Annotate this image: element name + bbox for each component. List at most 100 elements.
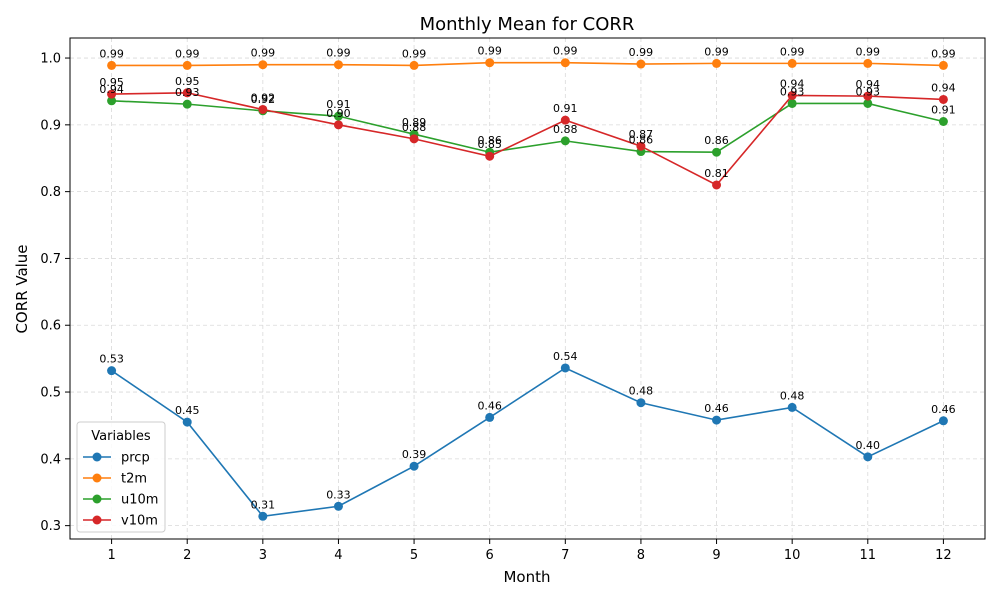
- data-point-u10m: [938, 117, 948, 126]
- series-line-t2m: [111, 61, 944, 67]
- data-point-t2m: [333, 60, 343, 70]
- plot-area-frame: [69, 37, 986, 540]
- x-tick-label: 4: [334, 548, 342, 563]
- data-point-t2m: [107, 60, 117, 70]
- data-label-t2m: 0.99: [553, 45, 578, 58]
- data-label-u10m: 0.86: [629, 134, 654, 147]
- x-tick-label: 6: [486, 548, 494, 563]
- data-point-v10m: [712, 180, 722, 190]
- data-point-v10m: [485, 151, 495, 161]
- data-point-u10m: [333, 111, 343, 121]
- series-line-prcp: [111, 367, 944, 518]
- data-point-u10m: [712, 147, 722, 157]
- data-label-t2m: 0.99: [477, 45, 502, 58]
- x-axis-label: Month: [503, 568, 550, 586]
- data-point-v10m: [107, 89, 117, 99]
- series-group: [107, 58, 948, 521]
- data-label-v10m: 0.90: [326, 107, 351, 120]
- data-point-t2m: [712, 58, 722, 68]
- data-label-v10m: 0.87: [629, 128, 654, 141]
- legend-entry-u10m: u10m: [121, 493, 158, 508]
- data-point-prcp: [636, 398, 646, 408]
- legend-title: Variables: [91, 429, 151, 444]
- y-tick-label: 0.3: [40, 519, 61, 534]
- data-point-t2m: [863, 58, 873, 68]
- data-point-v10m: [258, 104, 268, 114]
- data-label-prcp: 0.31: [251, 498, 276, 511]
- legend-swatch-marker: [92, 473, 102, 483]
- axes: 1 2 3 4 5 6 7 8 9 10 11 120.30.40.50.60.70.80.91.0: [40, 52, 951, 563]
- data-point-prcp: [787, 402, 797, 412]
- data-point-prcp: [182, 417, 192, 427]
- legend-swatch-marker: [92, 452, 102, 462]
- data-label-u10m: 0.94: [99, 83, 124, 96]
- data-label-u10m: 0.91: [931, 104, 956, 117]
- x-tick-label: 2: [183, 548, 191, 563]
- data-point-v10m: [333, 120, 343, 130]
- data-label-u10m: 0.92: [251, 93, 276, 106]
- data-point-t2m: [258, 60, 268, 70]
- data-point-v10m: [787, 90, 797, 100]
- data-label-t2m: 0.99: [326, 47, 351, 60]
- data-point-prcp: [107, 366, 117, 376]
- data-label-prcp: 0.33: [326, 488, 351, 501]
- legend-box: [76, 421, 166, 533]
- data-point-v10m: [182, 88, 192, 98]
- data-point-u10m: [787, 98, 797, 108]
- y-tick-label: 0.4: [40, 452, 61, 467]
- data-label-prcp: 0.48: [780, 389, 805, 402]
- data-label-prcp: 0.40: [856, 439, 881, 452]
- data-point-prcp: [485, 412, 495, 422]
- data-point-u10m: [107, 96, 117, 106]
- data-point-prcp: [938, 416, 948, 426]
- data-point-v10m: [636, 141, 646, 151]
- data-label-u10m: 0.93: [856, 85, 881, 98]
- x-tick-label: 7: [561, 548, 569, 563]
- y-tick-label: 0.9: [40, 118, 61, 133]
- data-point-t2m: [938, 60, 948, 70]
- data-label-u10m: 0.86: [704, 134, 729, 147]
- data-labels: 0.53 0.45 0.31 0.33 0.39 0.46 0.54 0.48 0.46 0.48…: [99, 45, 955, 512]
- data-point-prcp: [863, 452, 873, 462]
- data-point-t2m: [636, 59, 646, 69]
- data-label-v10m: 0.94: [780, 77, 805, 90]
- data-label-u10m: 0.91: [326, 98, 351, 111]
- legend-entry-prcp: prcp: [121, 451, 150, 466]
- data-point-prcp: [560, 363, 570, 373]
- x-tick-label: 9: [712, 548, 720, 563]
- legend-entry-t2m: t2m: [121, 472, 147, 487]
- y-tick-label: 0.5: [40, 386, 61, 401]
- legend-swatch-marker: [92, 494, 102, 504]
- data-point-t2m: [560, 58, 570, 68]
- data-point-u10m: [560, 136, 570, 146]
- y-tick-label: 0.6: [40, 319, 61, 334]
- data-point-v10m: [863, 91, 873, 101]
- x-tick-label: 3: [259, 548, 267, 563]
- data-label-t2m: 0.99: [780, 45, 805, 58]
- data-label-u10m: 0.89: [402, 116, 427, 129]
- data-point-prcp: [712, 415, 722, 425]
- data-label-t2m: 0.99: [175, 47, 200, 60]
- x-tick-label: 8: [637, 548, 645, 563]
- data-label-u10m: 0.93: [175, 86, 200, 99]
- x-tick-label: 1: [107, 548, 115, 563]
- data-label-prcp: 0.39: [402, 448, 427, 461]
- chart-title: Monthly Mean for CORR: [420, 14, 635, 35]
- data-label-t2m: 0.99: [704, 45, 729, 58]
- data-point-prcp: [409, 461, 419, 471]
- data-label-v10m: 0.92: [251, 91, 276, 104]
- series-line-v10m: [111, 91, 944, 186]
- data-label-prcp: 0.54: [553, 350, 578, 363]
- data-label-v10m: 0.85: [477, 138, 502, 151]
- legend: Variables prcp t2m u10m v10m: [76, 421, 166, 533]
- data-label-v10m: 0.94: [856, 78, 881, 91]
- x-tick-label: 5: [410, 548, 418, 563]
- data-label-t2m: 0.99: [99, 47, 124, 60]
- data-label-v10m: 0.95: [175, 75, 200, 88]
- series-line-u10m: [111, 99, 944, 154]
- data-label-v10m: 0.95: [99, 76, 124, 89]
- data-label-prcp: 0.53: [99, 353, 124, 366]
- data-point-v10m: [938, 94, 948, 104]
- grid: [70, 38, 985, 539]
